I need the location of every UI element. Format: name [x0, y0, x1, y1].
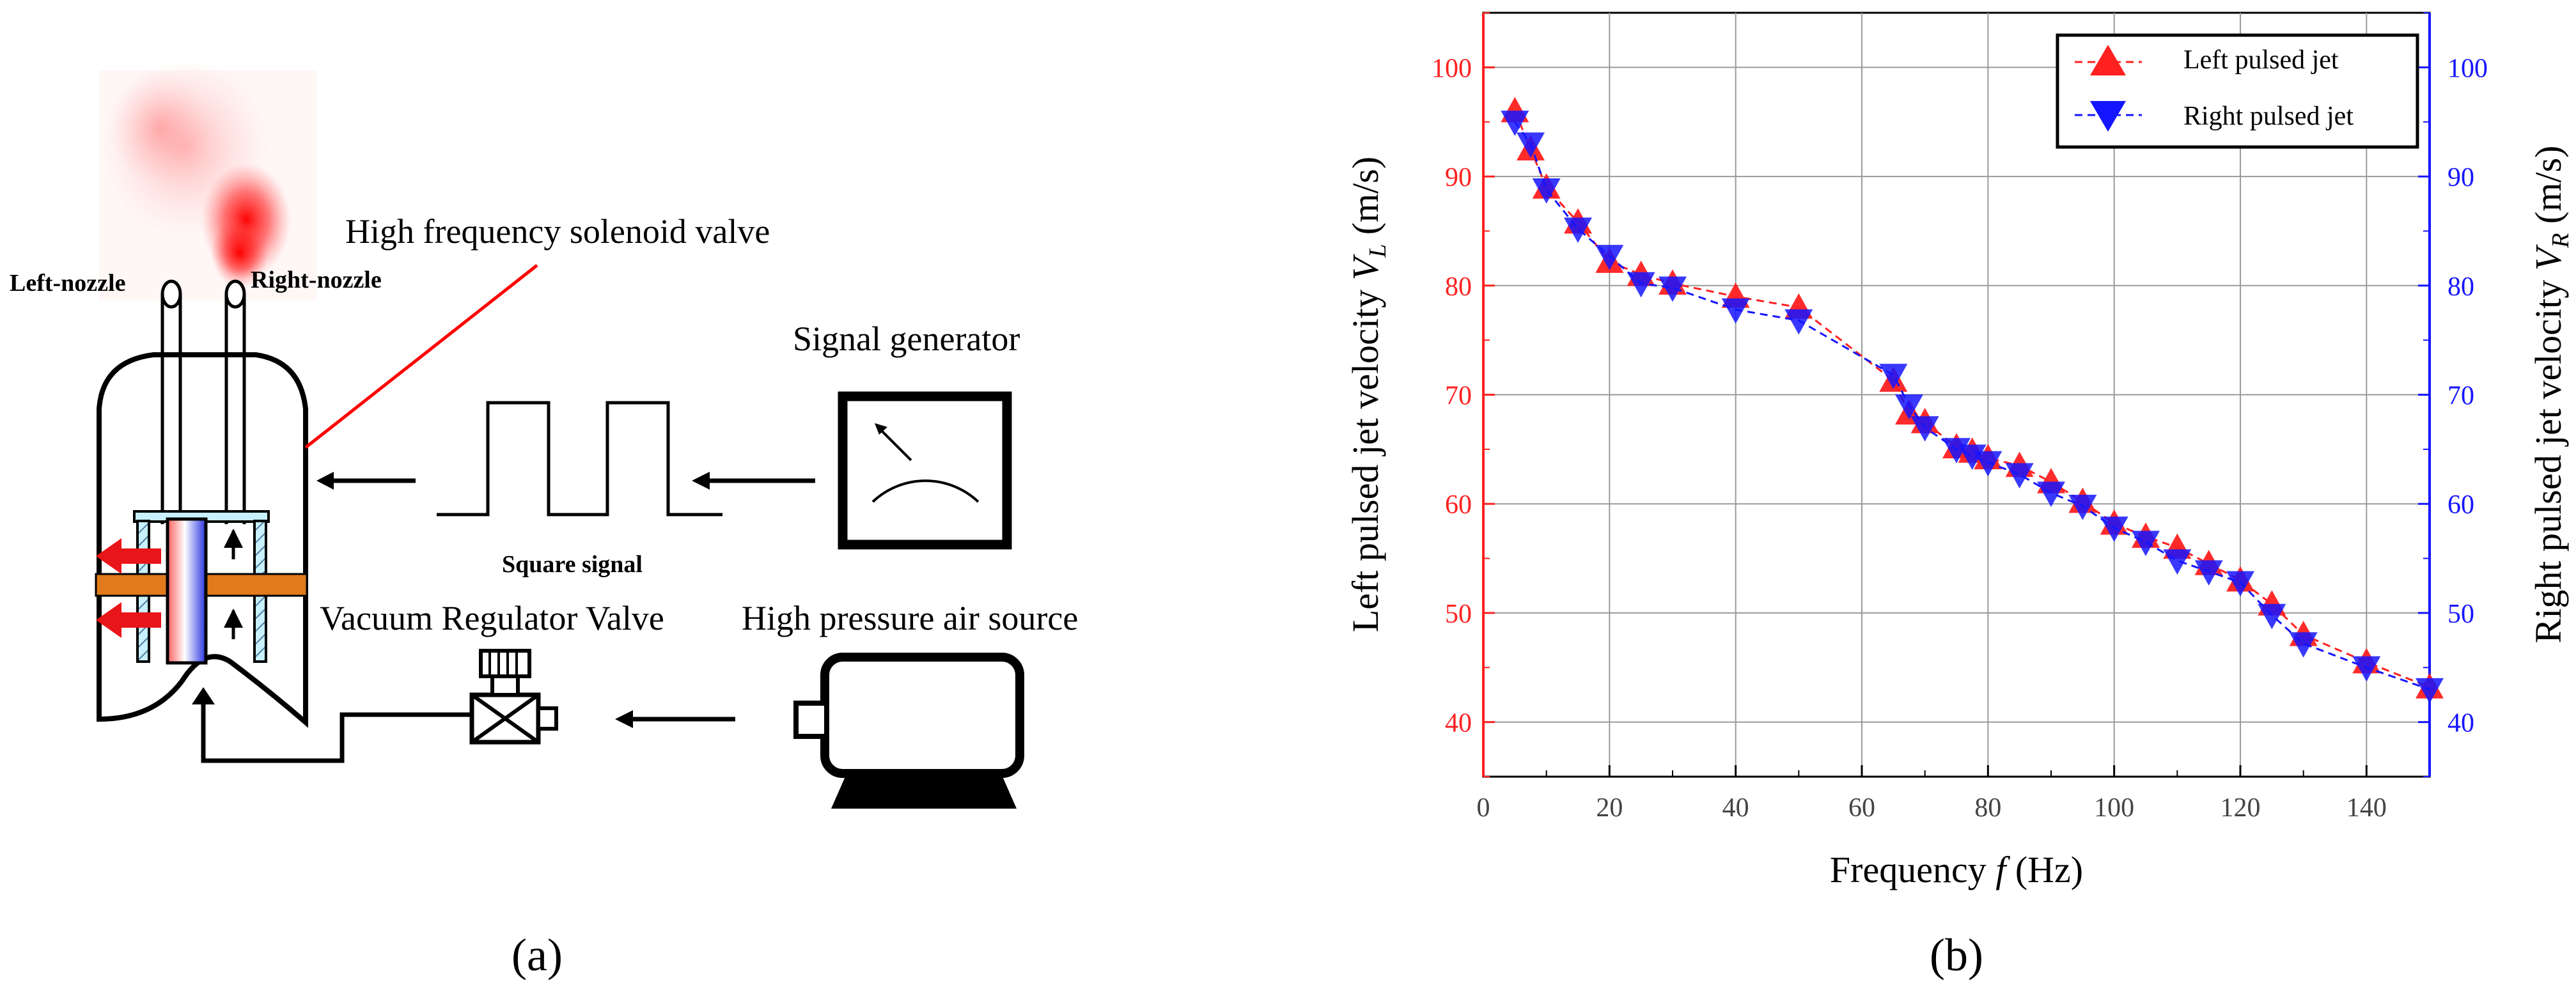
valve-leader-line — [304, 264, 538, 449]
y-right-tick-label: 50 — [2447, 600, 2474, 629]
data-point-right — [1942, 438, 1971, 463]
y-right-tick-label: 90 — [2447, 163, 2474, 192]
data-point-right — [1974, 451, 2002, 477]
y-left-tick-label: 70 — [1445, 382, 1472, 411]
x-tick-label: 100 — [2094, 793, 2134, 823]
y-left-tick-label: 40 — [1445, 709, 1472, 738]
y-right-tick-label: 40 — [2447, 709, 2474, 738]
y-left-tick-label: 100 — [1432, 54, 1472, 83]
data-point-right — [1879, 364, 1908, 389]
data-point-right — [2416, 678, 2444, 704]
data-point-right — [2194, 560, 2223, 586]
panel-a-caption: (a) — [511, 929, 563, 981]
data-point-right — [1501, 111, 1529, 136]
y-left-tick-label: 80 — [1445, 272, 1472, 302]
inlet-pipe — [201, 702, 476, 763]
data-point-right — [1784, 309, 1813, 335]
panel-a-diagram: High frequency solenoid valve Left-nozzl… — [10, 58, 1078, 981]
data-point-right — [1721, 298, 1750, 324]
x-tick-label: 60 — [1848, 793, 1875, 823]
data-point-right — [2005, 463, 2034, 489]
x-tick-label: 0 — [1477, 793, 1490, 823]
chart-series — [1501, 97, 2444, 704]
data-point-right — [2037, 481, 2065, 508]
legend-label-right: Right pulsed jet — [2183, 102, 2354, 131]
series-line-right — [1514, 121, 2430, 690]
legend-marker-right — [2090, 101, 2126, 132]
vacuum-valve-label: Vacuum Regulator Valve — [320, 599, 664, 637]
y-left-tick-label: 90 — [1445, 163, 1472, 192]
square-signal-waveform — [437, 401, 722, 516]
data-point-right — [1910, 416, 1939, 442]
data-point-right — [2352, 656, 2381, 682]
data-point-right — [2163, 549, 2192, 575]
right-nozzle — [224, 279, 246, 524]
left-nozzle-label: Left-nozzle — [10, 270, 125, 297]
y-axis-left-label: Left pulsed jet velocity VL (m/s) — [1345, 157, 1391, 632]
data-point-right — [2289, 632, 2318, 658]
valve-label: High frequency solenoid valve — [345, 212, 770, 251]
data-point-right — [1532, 178, 1561, 204]
square-signal-label: Square signal — [502, 551, 643, 578]
data-point-right — [1517, 132, 1545, 158]
legend-box — [2056, 33, 2419, 149]
x-tick-label: 140 — [2346, 793, 2387, 823]
inlet-arrow-head — [192, 687, 215, 704]
y-right-tick-label: 100 — [2447, 54, 2488, 83]
data-point-right — [1958, 444, 1987, 470]
signal-generator-icon — [838, 391, 1012, 550]
chart-axes: 0 20 40 60 80 100 120 140 40 40 50 50 60 60 70 70 80 80 90… — [1432, 12, 2488, 823]
velocity-chart: 0 20 40 60 80 100 120 140 40 40 50 50 60 60 70 70 80 80 90… — [1345, 12, 2574, 981]
data-point-right — [2100, 516, 2128, 542]
data-point-right — [1564, 217, 1592, 244]
legend-label-left: Left pulsed jet — [2183, 45, 2339, 75]
y-right-tick-label: 60 — [2447, 490, 2474, 520]
exhaust-arrows — [96, 538, 161, 638]
data-point-right — [1595, 245, 1624, 270]
right-nozzle-label: Right-nozzle — [251, 267, 382, 293]
signal-generator-label: Signal generator — [793, 320, 1020, 358]
x-tick-label: 40 — [1722, 793, 1749, 823]
chart-legend: Left pulsed jet Right pulsed jet — [2056, 33, 2419, 149]
air-source-icon — [793, 653, 1024, 809]
y-right-tick-label: 70 — [2447, 382, 2474, 411]
x-tick-label: 120 — [2221, 793, 2261, 823]
series-line-left — [1513, 111, 2430, 688]
signal-arrows — [316, 472, 815, 728]
y-axis-right-label: Right pulsed jet velocity VR (m/s) — [2527, 146, 2574, 644]
data-point-right — [1895, 394, 1923, 420]
y-right-tick-label: 80 — [2447, 272, 2474, 302]
data-point-right — [1659, 276, 1687, 302]
data-point-right — [2132, 531, 2160, 556]
y-left-tick-label: 50 — [1445, 600, 1472, 629]
data-point-right — [2068, 495, 2097, 520]
panel-b-caption: (b) — [1930, 929, 1983, 981]
air-source-label: High pressure air source — [742, 599, 1078, 637]
data-point-right — [2226, 571, 2254, 597]
legend-marker-left — [2090, 45, 2126, 75]
x-tick-label: 80 — [1974, 793, 2001, 823]
y-left-tick-label: 60 — [1445, 490, 1472, 520]
x-tick-label: 20 — [1596, 793, 1623, 823]
plume-image — [99, 58, 316, 300]
x-axis-label: Frequency f (Hz) — [1830, 849, 2083, 890]
data-point-right — [2258, 603, 2286, 630]
data-point-right — [1627, 272, 1655, 298]
valve-housing — [97, 352, 308, 728]
piston — [166, 517, 208, 665]
vacuum-regulator-valve-icon — [469, 649, 558, 745]
left-nozzle — [160, 279, 182, 524]
